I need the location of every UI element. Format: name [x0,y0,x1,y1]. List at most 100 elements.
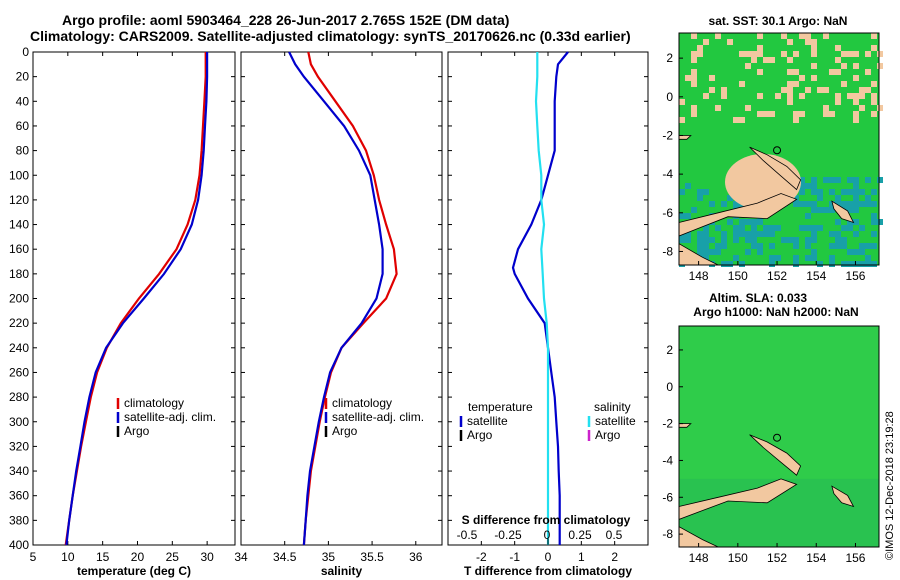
y-tick-label: 0 [22,45,29,59]
y-tick-label: 200 [9,292,29,306]
warm-cell [817,189,823,195]
warm-cell [721,201,727,207]
map-y-tick-label: 2 [666,343,673,357]
cloud-cell [745,105,751,111]
warm-cell [757,243,763,249]
warm-cell [835,195,841,201]
x-tick-label: -1 [509,550,520,564]
warm-cell [721,237,727,243]
cloud-cell [787,87,793,93]
cloud-cell [835,45,841,51]
warm-cell [799,201,805,207]
warm-cell [859,225,865,231]
land-mass [749,434,802,476]
x-tick-label: 10 [61,550,75,564]
warm-cell [847,225,853,231]
series-line [511,51,569,545]
cloud-cell [841,81,847,87]
cloud-cell [721,93,727,99]
warm-cell [871,231,877,237]
warm-cell [679,213,685,219]
warm-cell [829,201,835,207]
warm-cell [805,201,811,207]
cloud-cell [829,111,835,117]
plot-frame [32,51,236,546]
cloud-cell [865,87,871,93]
warm-cell [835,219,841,225]
cloud-cell [793,51,799,57]
warm-cell [697,237,703,243]
cloud-cell [835,93,841,99]
warm-cell [733,201,739,207]
warm-cell [787,237,793,243]
warm-cell [703,237,709,243]
warm-cell [703,189,709,195]
warm-cell [721,231,727,237]
land-mass [749,146,802,191]
sla-map-title-line2: Argo h1000: NaN h2000: NaN [693,305,858,319]
cloud-cell [835,57,841,63]
cloud-cell [775,93,781,99]
warm-cell [775,255,781,261]
y-tick-label: 400 [9,538,29,552]
warm-cell [871,201,877,207]
cloud-cell [835,69,841,75]
map-y-tick-label: 0 [666,380,673,394]
top-tick-label: 0.25 [568,528,592,542]
top-tick-label: -0.25 [494,528,522,542]
x-tick-label: 1 [578,550,585,564]
warm-cell [805,255,811,261]
cloud-cell [703,39,709,45]
warm-cell [853,207,859,213]
x-tick-label: 15 [96,550,110,564]
warm-cell [739,231,745,237]
x-tick-label: 25 [166,550,180,564]
warm-cell [745,231,751,237]
y-tick-label: 320 [9,439,29,453]
legend-label: satellite [467,414,508,428]
cloud-cell [691,33,697,39]
warm-cell [769,255,775,261]
warm-cell [703,255,709,261]
legend-label: satellite-adj. clim. [332,410,424,424]
warm-cell [793,195,799,201]
warm-cell [799,183,805,189]
warm-cell [835,177,841,183]
cloud-cell [811,45,817,51]
y-tick-label: 120 [9,193,29,207]
warm-cell [817,207,823,213]
cloud-cell [865,51,871,57]
cloud-cell [871,45,877,51]
map-x-tick-label: 152 [767,551,787,565]
warm-cell [859,249,865,255]
warm-cell [769,225,775,231]
cloud-cell [769,111,775,117]
cloud-cell [853,63,859,69]
cloud-cell [811,51,817,57]
cloud-cell [745,51,751,57]
plot-frame [240,51,443,546]
series-line [65,52,209,546]
land-mass [678,193,798,237]
map-y-tick-label: -8 [662,244,673,258]
cloud-cell [793,81,799,87]
warm-cell [829,177,835,183]
cloud-cell [691,57,697,63]
cloud-cell [691,111,697,117]
legend-label: climatology [124,396,184,410]
profile-panel-3: -2 -1 0 1 2T difference from climatology temp… [447,51,649,578]
warm-cell [757,219,763,225]
warm-cell [811,207,817,213]
sst-map-title: sat. SST: 30.1 Argo: NaN [709,14,848,28]
cloud-cell [679,117,685,123]
map-y-tick-label: -2 [662,128,673,142]
cloud-cell [715,105,721,111]
warm-cell [829,189,835,195]
y-tick-label: 20 [16,70,30,84]
profile-panel-1: 0 20 40 60 80 100 120 140 160 180 200 220 240 260 280 3… [9,45,236,578]
cloud-cell [805,33,811,39]
warm-cell [841,261,847,267]
x-tick-label: 34 [234,550,248,564]
warm-cell [805,183,811,189]
